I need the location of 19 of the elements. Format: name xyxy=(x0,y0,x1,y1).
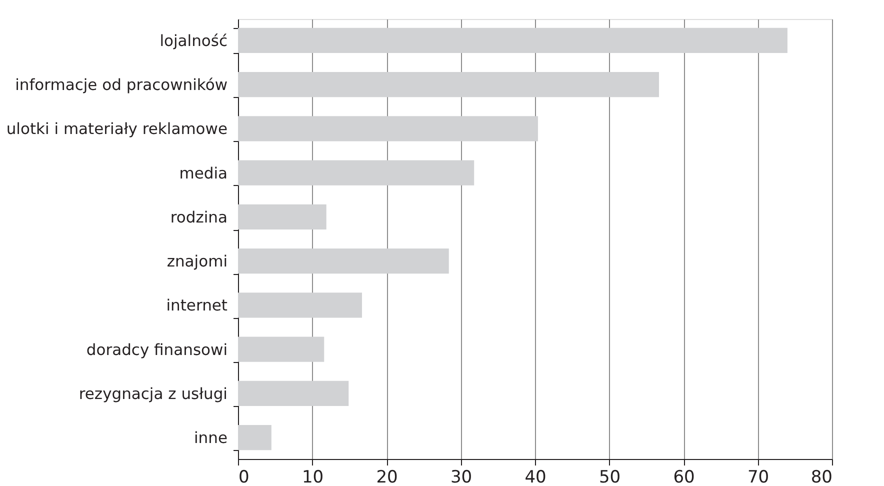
x-tick-label: 30 xyxy=(450,468,472,486)
x-tick-label: 40 xyxy=(524,468,546,486)
y-tick-label: inne xyxy=(194,429,228,448)
x-tick-label: 10 xyxy=(302,468,324,486)
y-tick-label: znajomi xyxy=(166,252,228,271)
y-tick-label: media xyxy=(179,164,228,182)
y-tick-label: ulotki i materiały reklamowe xyxy=(6,120,228,138)
y-tick-label: internet xyxy=(166,296,228,315)
y-tick-label: informacje od pracowników xyxy=(15,76,228,94)
x-tick-label: 70 xyxy=(747,468,770,486)
y-tick-label: rezygnacja z usługi xyxy=(78,384,228,403)
x-tick-label: 0 xyxy=(238,468,250,486)
y-tick-label: lojalność xyxy=(160,32,228,50)
y-tick-label: doradcy finansowi xyxy=(86,340,228,359)
x-tick-label: 20 xyxy=(376,468,398,486)
x-tick-label: 60 xyxy=(673,468,695,486)
y-tick-label: rodzina xyxy=(170,208,228,226)
x-tick-label: 50 xyxy=(598,468,621,486)
x-tick-label: 80 xyxy=(810,468,832,486)
